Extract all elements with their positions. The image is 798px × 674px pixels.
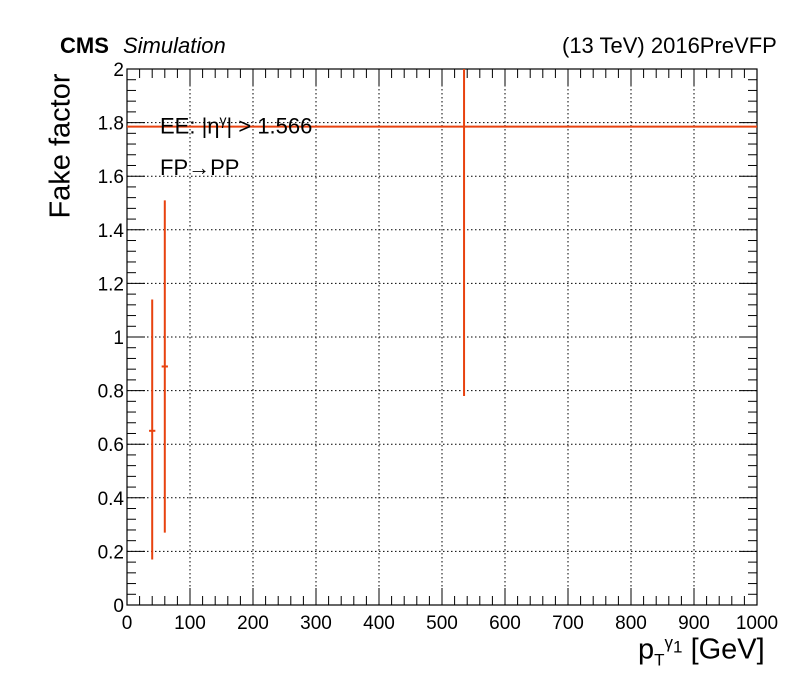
- x-axis-label-sup: γ1: [664, 633, 683, 656]
- y-tick-label: 0: [113, 596, 124, 617]
- region-text: EE: |η: [160, 113, 220, 139]
- region-cut: | > 1.566: [226, 113, 313, 139]
- x-axis-label: pTγ1 [GeV]: [638, 633, 765, 670]
- x-tick-label: 1000: [736, 613, 778, 634]
- y-tick-label: 2: [113, 60, 124, 81]
- y-tick-label: 0.2: [98, 542, 124, 563]
- x-tick-label: 300: [300, 613, 332, 634]
- x-axis-label-sup-main: γ: [664, 633, 674, 652]
- data-point: [161, 200, 168, 533]
- cms-label: CMS: [60, 33, 109, 58]
- transition-annotation: FP→PP: [160, 155, 240, 180]
- x-axis-label-unit: [GeV]: [690, 633, 765, 666]
- axis-ticks: [126, 68, 758, 606]
- data-points: [127, 69, 757, 560]
- y-tick-label: 0.6: [98, 435, 124, 456]
- simulation-label: Simulation: [123, 33, 226, 58]
- x-tick-label: 100: [174, 613, 206, 634]
- x-tick-label: 800: [615, 613, 647, 634]
- x-tick-label: 500: [426, 613, 458, 634]
- y-tick-label: 0.4: [98, 489, 125, 510]
- y-tick-label: 1.2: [98, 274, 124, 295]
- x-tick-label: 600: [489, 613, 521, 634]
- grid: [127, 69, 757, 605]
- energy-label: (13 TeV) 2016PreVFP: [562, 33, 777, 58]
- y-tick-label: 1.8: [98, 114, 124, 135]
- x-tick-label: 400: [363, 613, 395, 634]
- x-tick-label: 700: [552, 613, 584, 634]
- x-tick-label: 900: [678, 613, 710, 634]
- y-tick-label: 1: [113, 328, 124, 349]
- y-tick-label: 1.6: [98, 167, 124, 188]
- x-axis-label-sub: T: [654, 650, 665, 670]
- x-axis-label-sup-sub: 1: [673, 637, 683, 657]
- x-tick-label: 200: [237, 613, 269, 634]
- data-point: [149, 299, 156, 560]
- x-axis-label-main: p: [638, 633, 655, 666]
- axis-tick-labels: 0 100 200 300 400 500 600 700 800 900 1000 0 0.2 0.4 0…: [98, 60, 779, 634]
- y-tick-label: 0.8: [98, 382, 124, 403]
- region-sup: γ: [219, 112, 227, 128]
- data-point: [127, 69, 757, 396]
- y-tick-label: 1.4: [98, 221, 125, 242]
- region-annotation: EE: |ηγ| > 1.566: [160, 112, 312, 139]
- x-tick-label: 0: [122, 613, 133, 634]
- y-axis-label: Fake factor: [44, 73, 77, 219]
